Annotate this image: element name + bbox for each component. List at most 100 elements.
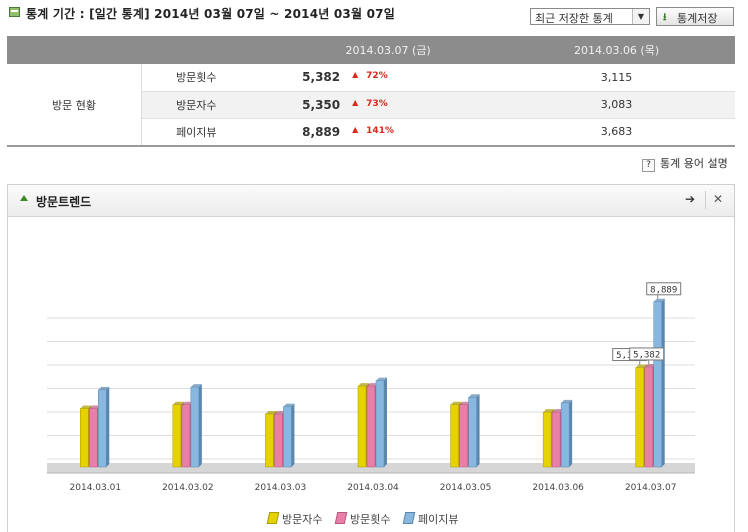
bar-visits-top [89,405,101,409]
bar-pageviews-side [106,386,110,467]
bar-pageviews-top [283,403,295,407]
bar-pageviews-top [190,384,202,388]
question-icon: ? [642,159,655,172]
glossary-link[interactable]: ? 통계 용어 설명 [642,155,728,172]
legend-swatch-visitors [266,512,280,524]
stats-table: 2014.03.07 (금) 2014.03.06 (목) 방문 현황 방문횟수… [7,36,735,146]
bar-visits [459,404,468,468]
row-label: 방문횟수 [141,64,279,92]
bar-visits [366,385,376,468]
bar-pageviews-side [384,377,387,467]
arrow-up-icon: ▲ [352,97,359,107]
bar-visitors-top [635,364,647,368]
close-icon[interactable]: ✕ [713,192,724,206]
category-cell: 방문 현황 [7,64,143,145]
legend-label-visits: 방문횟수 [349,513,391,526]
arrow-up-icon: ▲ [352,124,359,134]
bar-visitors [635,367,644,468]
trend-panel-header: 방문트렌드 ➔ ✕ [8,185,734,217]
bar-visitors-top [172,401,184,405]
data-label-visits-box [629,347,665,361]
bar-visitors-top [450,401,462,405]
arrow-right-icon[interactable]: ➔ [685,192,696,206]
top-bar: 통계 기간 : [일간 통계] 2014년 03월 07일 ~ 2014년 03… [0,0,748,30]
saved-stats-select-value: 최근 저장한 통계 [535,12,613,25]
header-date-current: 2014.03.07 (금) [345,44,431,57]
row-value: 5,382 [302,70,341,85]
legend-swatch-pageviews [402,512,416,524]
data-label-visits: 5,382 [633,350,660,360]
legend-swatch-visits [334,512,348,524]
table-bottom-rule [7,145,735,147]
legend-label-visitors: 방문자수 [282,513,323,526]
bar-pageviews [98,389,107,468]
bar-pageviews-top [653,298,665,302]
x-tick-label: 2014.03.05 [440,483,492,493]
bar-pageviews-side [198,384,202,467]
stats-table-header: 2014.03.07 (금) 2014.03.06 (목) [7,36,735,64]
x-tick-label: 2014.03.06 [532,483,584,493]
bar-visitors [357,385,367,468]
bar-visitors-top [265,411,277,415]
bar-visitors [80,408,89,468]
row-label: 페이지뷰 [141,118,279,146]
bar-pageviews-top [468,394,480,398]
data-label-pageviews: 8,889 [650,285,677,295]
bar-pageviews-side [291,403,295,467]
bar-visits [181,404,191,468]
row-change: 73% [366,98,388,109]
saved-stats-select[interactable]: 최근 저장한 통계 ▼ [530,8,650,25]
row-value: 5,350 [302,97,341,112]
table-row: 페이지뷰 8,889 ▲ 141% 3,683 [7,118,735,146]
x-tick-label: 2014.03.02 [162,483,214,493]
bar-visits [89,408,98,468]
save-stats-button[interactable]: ⭳ 통계저장 [656,7,734,26]
chevron-down-icon[interactable]: ▼ [632,9,649,24]
glossary-link-label: 통계 용어 설명 [660,157,728,170]
bar-visits-top [274,411,286,415]
row-label: 방문자수 [141,91,279,119]
bar-pageviews [190,386,200,468]
bar-visits-top [644,363,656,367]
arrow-up-icon: ▲ [352,70,359,80]
bar-visitors-top [80,405,92,409]
bar-visits [551,411,561,468]
table-row: 방문자수 5,350 ▲ 73% 3,083 [7,91,735,119]
row-previous: 3,083 [498,91,735,119]
bar-visitors [542,411,552,468]
bar-pageviews [653,301,662,468]
bar-pageviews [283,406,292,468]
x-tick-label: 2014.03.01 [70,483,122,493]
bar-visits-top [552,409,564,413]
row-change: 72% [366,71,388,82]
bar-visits [644,366,653,468]
bar-pageviews-top [561,399,573,403]
x-tick-label: 2014.03.07 [625,483,677,493]
legend-item-visits: 방문횟수 [334,511,391,527]
x-tick-label: 2014.03.04 [347,483,399,493]
bar-visitors-top [543,409,555,413]
bar-pageviews-side [569,399,573,467]
row-change: 141% [366,125,394,136]
bar-visits [274,413,283,468]
chart-floor [47,463,695,473]
data-label-pageviews-box [646,282,682,296]
bar-pageviews-top [98,386,110,390]
legend-label-pageviews: 페이지뷰 [417,513,459,526]
row-value: 8,889 [302,124,341,139]
header-date-previous: 2014.03.06 (목) [573,44,660,57]
table-row: 방문 현황 방문횟수 5,382 ▲ 72% 3,115 [7,64,735,145]
bar-visits-top [459,401,471,405]
collapse-caret-icon[interactable] [20,195,28,201]
bar-visitors [172,404,182,468]
row-previous: 3,115 [498,64,735,92]
chart-legend: 방문자수 방문횟수 페이지뷰 [266,511,468,527]
bar-visitors [265,413,274,468]
bar-pageviews-side [476,394,480,467]
trend-panel: 방문트렌드 ➔ ✕ [7,184,735,532]
header-divider [705,191,706,209]
page-title: 통계 기간 : [일간 통계] 2014년 03월 07일 ~ 2014년 03… [26,7,395,21]
bar-pageviews [468,397,477,468]
save-stats-label: 통계저장 [677,12,718,25]
download-icon: ⭳ [663,12,667,23]
